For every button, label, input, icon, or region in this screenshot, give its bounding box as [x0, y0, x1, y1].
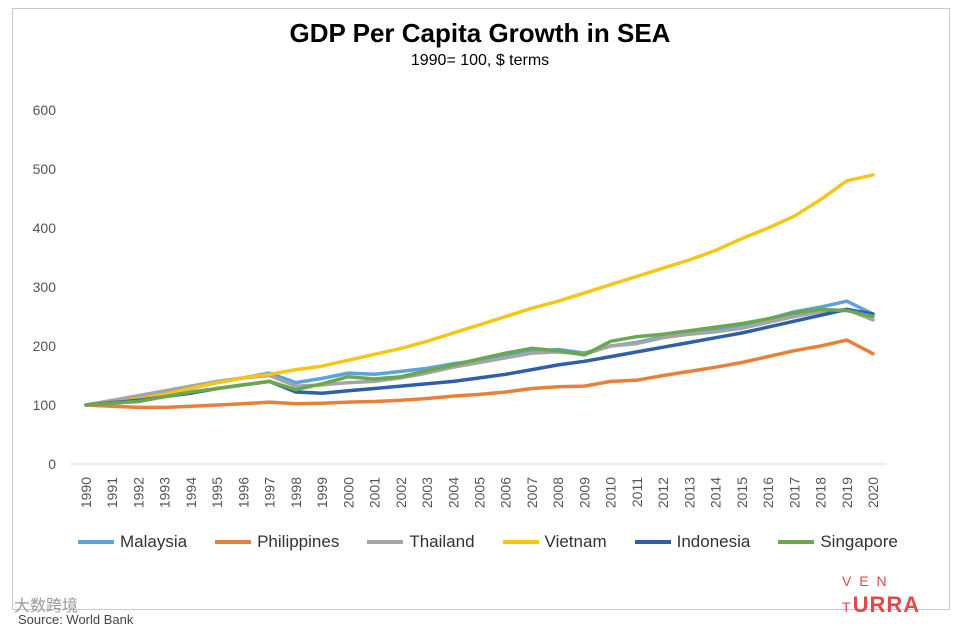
series-line-vietnam [86, 175, 873, 405]
x-tick-label: 2020 [865, 477, 881, 508]
x-tick-label: 1994 [183, 477, 199, 508]
x-tick-label: 2010 [603, 477, 619, 508]
x-tick-label: 2006 [498, 477, 514, 508]
x-tick-label: 2001 [367, 477, 383, 508]
x-tick-label: 1995 [209, 477, 225, 508]
x-tick-label: 2002 [393, 477, 409, 508]
legend-item-malaysia: Malaysia [78, 532, 187, 552]
x-tick-label: 2015 [734, 477, 750, 508]
legend-item-philippines: Philippines [215, 532, 339, 552]
y-tick-label: 200 [33, 338, 57, 354]
legend-item-singapore: Singapore [778, 532, 898, 552]
legend-swatch [367, 540, 403, 544]
x-tick-label: 2016 [760, 477, 776, 508]
x-tick-label: 1991 [104, 477, 120, 508]
x-tick-label: 2013 [681, 477, 697, 508]
x-tick-label: 2008 [550, 477, 566, 508]
x-tick-label: 1997 [262, 477, 278, 508]
legend-label: Thailand [409, 532, 474, 552]
y-tick-label: 400 [33, 220, 57, 236]
legend-label: Malaysia [120, 532, 187, 552]
legend-swatch [503, 540, 539, 544]
x-tick-label: 1999 [314, 477, 330, 508]
legend-label: Indonesia [677, 532, 751, 552]
x-tick-label: 2012 [655, 477, 671, 508]
y-tick-label: 500 [33, 161, 57, 177]
x-tick-label: 2018 [813, 477, 829, 508]
x-tick-label: 1998 [288, 477, 304, 508]
x-tick-label: 2007 [524, 477, 540, 508]
x-tick-label: 2011 [629, 477, 645, 507]
x-tick-label: 2009 [576, 477, 592, 508]
y-tick-label: 100 [33, 397, 57, 413]
legend-item-thailand: Thailand [367, 532, 474, 552]
x-tick-label: 1990 [78, 477, 94, 508]
legend-label: Singapore [820, 532, 898, 552]
venturra-logo: V E N TURRA [842, 566, 960, 618]
x-tick-label: 1992 [130, 477, 146, 508]
legend: Malaysia Philippines Thailand Vietnam Indone… [78, 532, 926, 552]
x-tick-label: 2005 [472, 477, 488, 508]
y-tick-label: 300 [33, 279, 57, 295]
x-tick-label: 1996 [235, 477, 251, 508]
line-chart: 0 100 200 300 400 500 600 1990 1991 1992 1993 1994 1… [0, 0, 960, 620]
legend-swatch [78, 540, 114, 544]
x-tick-label: 2019 [839, 477, 855, 508]
legend-label: Philippines [257, 532, 339, 552]
y-tick-label: 0 [48, 456, 56, 472]
legend-item-indonesia: Indonesia [635, 532, 751, 552]
legend-swatch [215, 540, 251, 544]
y-tick-label: 600 [33, 102, 57, 118]
legend-item-vietnam: Vietnam [503, 532, 607, 552]
series-line-philippines [86, 340, 873, 407]
x-tick-label: 2004 [445, 477, 461, 508]
x-tick-label: 2017 [786, 477, 802, 508]
x-tick-label: 2014 [708, 477, 724, 508]
x-tick-label: 2000 [340, 477, 356, 508]
x-tick-label: 2003 [419, 477, 435, 508]
x-tick-label: 1993 [157, 477, 173, 508]
legend-swatch [635, 540, 671, 544]
legend-swatch [778, 540, 814, 544]
legend-label: Vietnam [545, 532, 607, 552]
